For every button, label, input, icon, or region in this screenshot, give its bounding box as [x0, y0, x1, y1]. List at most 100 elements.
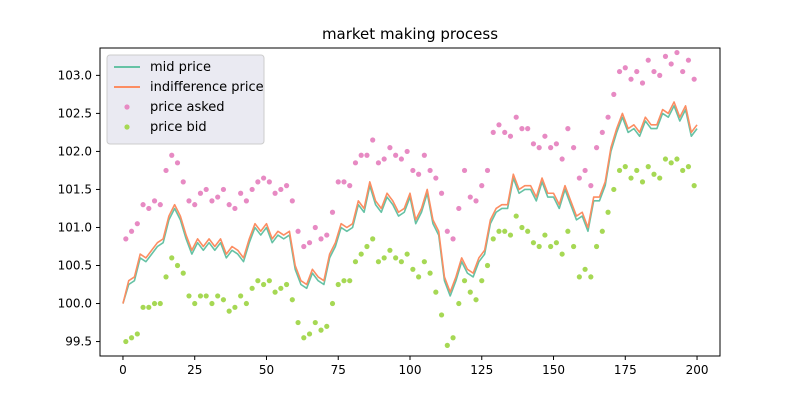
price-bid-point: [157, 300, 163, 307]
price-bid-point: [238, 293, 244, 299]
price-bid-point: [341, 278, 347, 284]
price-bid-point: [461, 278, 468, 284]
price-asked-point: [128, 228, 135, 234]
price-bid-point: [220, 297, 227, 303]
price-bid-point: [364, 243, 370, 250]
price-asked-point: [146, 205, 152, 212]
x-tick-label: 125: [470, 363, 493, 377]
price-asked-point: [645, 57, 651, 63]
price-bid-point: [490, 236, 496, 242]
y-tick-label: 100.0: [58, 297, 92, 311]
price-asked-point: [416, 171, 422, 177]
price-bid-point: [146, 304, 152, 310]
price-bid-point: [163, 274, 169, 280]
price-asked-point: [559, 156, 565, 162]
price-asked-point: [530, 141, 537, 147]
x-axis: 0 25 50 75 100 125 150 175 200: [119, 356, 708, 377]
price-asked-point: [301, 243, 307, 250]
price-bid-point: [634, 167, 640, 174]
price-asked-point: [588, 183, 594, 189]
price-bid-point: [226, 308, 232, 314]
price-asked-point: [576, 175, 582, 181]
price-asked-point: [651, 68, 657, 75]
price-asked-points: [123, 49, 697, 250]
price-bid-point: [249, 285, 255, 291]
price-asked-point: [525, 126, 531, 132]
price-bid-point: [174, 262, 181, 269]
price-bid-point: [375, 259, 382, 265]
price-bid-point: [536, 243, 542, 250]
price-asked-point: [140, 202, 146, 208]
price-bid-point: [450, 335, 456, 341]
price-asked-point: [616, 68, 623, 75]
price-asked-point: [226, 202, 232, 208]
y-tick-label: 101.0: [58, 220, 92, 234]
price-bid-point: [438, 312, 445, 318]
price-bid-point: [513, 213, 519, 219]
price-bid-point: [588, 274, 594, 280]
price-asked-point: [622, 65, 628, 71]
indifference-price-line: [122, 101, 698, 304]
price-bid-point: [352, 259, 359, 265]
price-bid-point: [203, 293, 209, 299]
price-bid-point: [381, 255, 387, 261]
price-bid-point: [324, 323, 330, 329]
price-asked-point: [375, 160, 382, 166]
price-bid-point: [398, 259, 404, 265]
price-asked-point: [611, 91, 617, 97]
price-bid-point: [645, 164, 651, 170]
price-bid-point: [467, 289, 473, 295]
price-asked-point: [519, 126, 525, 132]
price-bid-point: [605, 209, 611, 215]
price-asked-point: [467, 194, 473, 200]
price-asked-point: [605, 114, 611, 120]
legend-mid-price-label: mid price: [150, 60, 211, 75]
price-bid-point: [662, 156, 669, 162]
price-asked-point: [295, 228, 301, 234]
legend-price-asked-swatch: [124, 104, 130, 110]
price-asked-point: [151, 198, 158, 204]
price-asked-point: [272, 190, 278, 196]
price-asked-point: [174, 160, 181, 166]
price-asked-point: [674, 49, 680, 56]
price-bid-point: [456, 300, 462, 307]
price-asked-point: [427, 167, 433, 174]
y-tick-label: 102.5: [58, 106, 92, 120]
price-bid-point: [657, 175, 663, 181]
price-asked-point: [329, 209, 336, 215]
price-bid-point: [582, 266, 588, 272]
price-asked-point: [668, 61, 674, 67]
price-asked-point: [335, 179, 341, 185]
price-bid-point: [266, 278, 272, 284]
x-tick-label: 25: [187, 363, 202, 377]
price-bid-point: [306, 331, 313, 337]
price-asked-point: [456, 205, 462, 212]
price-bid-point: [312, 319, 318, 326]
price-asked-point: [444, 228, 450, 234]
price-bid-point: [685, 164, 692, 170]
price-asked-point: [662, 53, 669, 59]
y-axis: 99.5 100.0 100.5 101.0 101.5 102.0 102.5 103.0: [58, 68, 100, 349]
price-asked-point: [548, 145, 554, 151]
price-bid-point: [278, 285, 284, 291]
price-asked-point: [381, 156, 387, 162]
price-bid-point: [628, 175, 634, 181]
price-asked-point: [582, 167, 588, 174]
price-bid-point: [651, 171, 657, 177]
price-asked-point: [232, 205, 238, 212]
y-tick-label: 103.0: [58, 68, 92, 82]
x-tick-label: 0: [119, 363, 127, 377]
price-bid-point: [674, 156, 680, 162]
price-bid-point: [611, 186, 617, 193]
price-bid-point: [571, 243, 577, 250]
price-asked-point: [318, 236, 324, 242]
price-bid-point: [421, 259, 427, 265]
price-asked-point: [421, 152, 427, 158]
price-bid-point: [169, 255, 175, 261]
price-asked-point: [634, 68, 640, 75]
price-bid-point: [123, 338, 129, 345]
price-asked-point: [461, 167, 468, 174]
price-bid-point: [433, 289, 439, 295]
price-asked-point: [197, 190, 204, 196]
